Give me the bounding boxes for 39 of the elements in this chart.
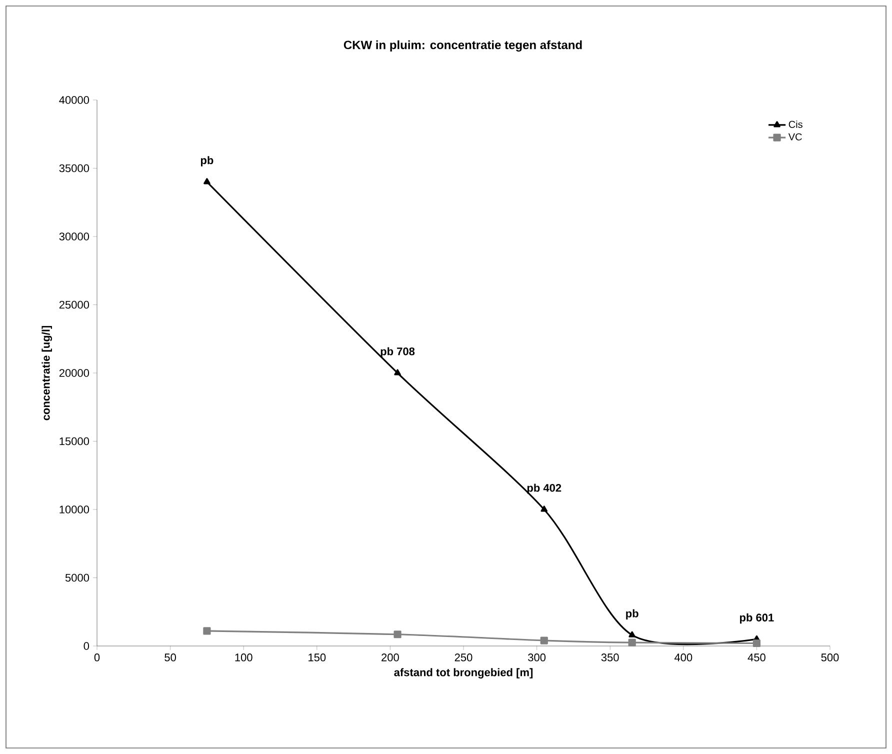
y-tick-label: 5000 — [65, 574, 90, 582]
y-tick-label: 25000 — [59, 300, 90, 309]
annotation: pb 402 — [527, 484, 562, 494]
point — [540, 506, 548, 512]
annotation: pb 708 — [380, 347, 415, 358]
x-tick-label: 400 — [674, 654, 692, 662]
x-tick-label: 50 — [164, 654, 176, 662]
y-tick-label: 40000 — [59, 96, 90, 104]
legend-label: VC — [788, 133, 802, 140]
x-tick-label: 0 — [94, 654, 100, 662]
y-tick-label: 10000 — [60, 506, 90, 514]
x-tick-label: 150 — [308, 654, 326, 662]
x-tick-label: 200 — [382, 654, 399, 662]
y-tick-label: 20000 — [59, 369, 90, 377]
point — [394, 630, 402, 638]
point — [540, 636, 548, 644]
point — [752, 639, 760, 648]
x-tick-label: 500 — [821, 654, 839, 662]
y-tick-label: 15000 — [60, 437, 90, 446]
y-tick-label: 30000 — [59, 232, 90, 240]
point — [628, 638, 636, 646]
annotation: pb — [626, 609, 638, 620]
point — [203, 627, 211, 635]
x-tick-label: 100 — [235, 654, 252, 662]
point — [628, 631, 636, 638]
chart-title: CKW in pluim: concentratie tegen afstand — [344, 40, 582, 52]
x-axis-title: afstand tot brongebied [m] — [394, 668, 533, 678]
point — [204, 178, 210, 184]
y-tick-label: 35000 — [59, 164, 90, 172]
point — [394, 369, 401, 376]
x-tick-label: 300 — [528, 654, 546, 662]
annotation: pb — [200, 156, 214, 166]
annotation: pb 601 — [740, 613, 774, 624]
legend-label: Cis — [788, 120, 802, 128]
y-axis-title: concentratie [ug/l] — [42, 326, 52, 420]
x-tick-label: 450 — [748, 654, 766, 662]
x-tick-label: 250 — [454, 654, 472, 662]
y-tick-label: 0 — [84, 642, 90, 650]
x-tick-label: 350 — [601, 654, 619, 662]
